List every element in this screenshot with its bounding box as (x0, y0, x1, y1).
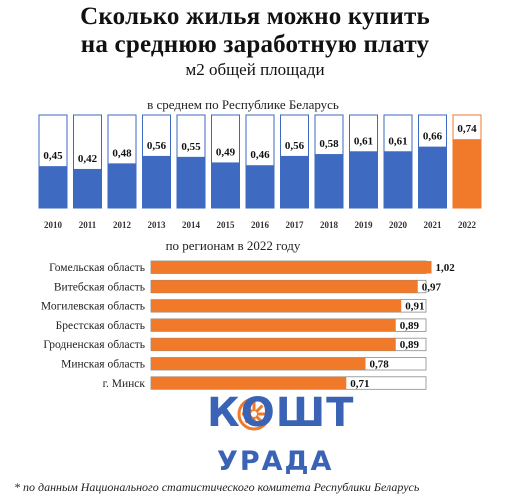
x-tick-label: 2010 (44, 220, 63, 230)
data-label: 0,45 (43, 150, 63, 162)
title-line-2: на среднюю заработную плату (80, 31, 430, 58)
bar (151, 338, 396, 351)
bar (142, 155, 171, 208)
bar (73, 168, 102, 208)
bar (177, 156, 205, 208)
x-tick-label: 2018 (320, 220, 339, 230)
y-tick-label: Брестская область (56, 320, 145, 332)
bar (453, 139, 481, 208)
y-tick-label: Гродненская область (43, 339, 145, 351)
bar (211, 162, 240, 208)
bar (349, 151, 378, 208)
bar (151, 261, 426, 274)
y-tick-label: Витебская область (54, 281, 145, 293)
chart-1-title: в среднем по Республике Беларусь (147, 97, 339, 112)
x-tick-label: 2016 (251, 220, 270, 230)
data-label: 0,89 (400, 320, 420, 332)
footnote: * по данным Национального статистическог… (14, 480, 420, 494)
x-tick-label: 2015 (217, 220, 236, 230)
x-tick-label: 2020 (389, 220, 408, 230)
bar (39, 166, 67, 208)
bar (151, 318, 396, 332)
chart-2-title: по регионам в 2022 году (165, 238, 301, 253)
logo-wheel-hub (251, 411, 257, 417)
x-tick-label: 2022 (458, 220, 477, 230)
logo-bottom-text: УРАДА (217, 446, 334, 477)
x-tick-label: 2013 (148, 220, 167, 230)
x-tick-label: 2019 (355, 220, 374, 230)
x-tick-label: 2011 (79, 220, 97, 230)
data-label: 0,89 (400, 339, 420, 351)
bar (151, 376, 347, 390)
x-tick-label: 2017 (286, 220, 305, 230)
title-line-1: Сколько жилья можно купить (80, 3, 430, 30)
subtitle: м2 общей площади (185, 60, 325, 79)
y-tick-label: Минская область (61, 359, 145, 371)
data-label: 0,48 (112, 147, 132, 159)
y-tick-label: Гомельская область (49, 262, 145, 274)
bar (151, 357, 366, 370)
bar-overflow (426, 261, 432, 274)
data-label: 0,91 (405, 301, 424, 313)
bar (151, 280, 418, 293)
bar (315, 154, 343, 208)
data-label: 1,02 (436, 262, 456, 274)
data-label: 0,78 (370, 359, 390, 371)
data-label: 0,58 (319, 138, 339, 150)
data-label: 0,56 (147, 140, 167, 152)
data-label: 0,55 (181, 141, 201, 153)
logo-top-text: КОШТ (207, 390, 355, 436)
data-label: 0,61 (354, 135, 373, 147)
x-tick-label: 2012 (113, 220, 132, 230)
bar (384, 151, 412, 208)
x-tick-label: 2021 (424, 220, 443, 230)
x-tick-label: 2014 (182, 220, 201, 230)
data-label: 0,97 (422, 281, 442, 293)
data-label: 0,71 (350, 378, 369, 390)
y-tick-label: Могилевская область (41, 301, 145, 313)
data-label: 0,61 (388, 135, 407, 147)
bar (418, 146, 447, 208)
data-label: 0,74 (457, 123, 477, 135)
data-label: 0,42 (78, 153, 98, 165)
data-label: 0,46 (250, 149, 270, 161)
data-label: 0,49 (216, 146, 236, 158)
bar (246, 165, 274, 208)
logo-wheel-icon (237, 397, 271, 431)
bar (151, 299, 402, 313)
data-label: 0,66 (423, 131, 443, 143)
bar (108, 163, 136, 208)
bar (280, 155, 309, 208)
data-label: 0,56 (285, 140, 305, 152)
y-tick-label: г. Минск (103, 378, 146, 390)
